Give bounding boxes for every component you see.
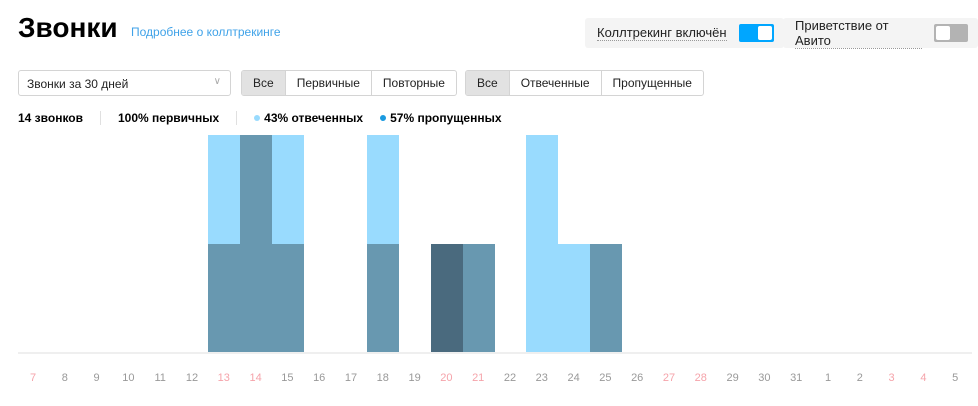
x-axis-label: 27 bbox=[662, 372, 676, 384]
bar-missed[interactable] bbox=[367, 243, 400, 352]
divider bbox=[100, 111, 101, 125]
x-axis-label: 18 bbox=[376, 372, 389, 384]
period-select[interactable]: Звонки за 30 дней ∨ bbox=[18, 70, 231, 96]
x-axis-label: 8 bbox=[61, 372, 68, 384]
chevron-down-icon: ∨ bbox=[213, 76, 221, 87]
x-axis-label: 3 bbox=[888, 372, 895, 384]
x-axis-label: 13 bbox=[217, 372, 230, 384]
filter-type-all[interactable]: Все bbox=[242, 71, 286, 95]
divider bbox=[236, 111, 238, 125]
stat-answered: 43% отвеченных bbox=[264, 111, 364, 125]
x-axis-label: 26 bbox=[631, 372, 644, 384]
greeting-toggle-switch[interactable] bbox=[934, 24, 968, 42]
x-axis-label: 20 bbox=[440, 372, 453, 384]
answered-legend-dot-icon bbox=[254, 115, 261, 121]
stats-bar: 14 звонков 100% первичных 43% отвеченных… bbox=[18, 111, 502, 125]
call-type-filter: Все Первичные Повторные bbox=[241, 70, 457, 96]
bar-missed[interactable] bbox=[208, 243, 241, 352]
x-axis-label: 9 bbox=[93, 372, 100, 384]
bar-missed[interactable] bbox=[590, 243, 622, 352]
x-axis-label: 15 bbox=[281, 372, 294, 384]
x-axis-label: 23 bbox=[535, 372, 548, 384]
toggle-knob bbox=[936, 26, 951, 40]
bar-missed[interactable] bbox=[272, 243, 304, 352]
calltracking-toggle-switch[interactable] bbox=[738, 24, 774, 42]
x-axis-label: 28 bbox=[694, 372, 707, 384]
x-axis-label: 24 bbox=[567, 372, 580, 384]
toggle-knob bbox=[757, 26, 772, 40]
calltracking-toggle-box[interactable]: Коллтрекинг включён bbox=[585, 18, 784, 48]
bar-answered[interactable] bbox=[367, 135, 400, 244]
greeting-toggle-label: Приветствие от Авито bbox=[795, 18, 923, 49]
x-axis-label: 4 bbox=[920, 372, 927, 384]
x-axis-label: 17 bbox=[344, 372, 358, 384]
x-axis-label: 10 bbox=[122, 372, 135, 384]
x-axis-label: 7 bbox=[29, 372, 37, 384]
x-axis-label: 22 bbox=[503, 372, 517, 384]
missed-legend-dot-icon bbox=[380, 115, 387, 121]
calltracking-info-link[interactable]: Подробнее о коллтрекинге bbox=[131, 25, 281, 39]
filter-status-all[interactable]: Все bbox=[466, 71, 510, 95]
bar-answered[interactable] bbox=[558, 243, 590, 352]
x-axis-label: 19 bbox=[408, 372, 421, 384]
x-axis-label: 5 bbox=[952, 372, 959, 384]
call-status-filter: Все Отвеченные Пропущенные bbox=[465, 70, 704, 96]
x-axis-label: 31 bbox=[790, 372, 803, 384]
page-title: Звонки bbox=[18, 12, 118, 43]
bar-missed[interactable] bbox=[462, 243, 495, 352]
x-axis-label: 25 bbox=[599, 372, 612, 384]
stat-primary: 100% первичных bbox=[118, 111, 220, 125]
x-axis-label: 30 bbox=[758, 372, 771, 384]
chart-baseline bbox=[18, 352, 972, 354]
x-axis-label: 2 bbox=[856, 372, 863, 384]
stat-missed: 57% пропущенных bbox=[390, 111, 502, 125]
x-axis-label: 16 bbox=[313, 372, 326, 384]
x-axis-label: 14 bbox=[249, 372, 262, 384]
x-axis-label: 29 bbox=[726, 372, 739, 384]
bar-missed[interactable] bbox=[240, 135, 272, 352]
x-axis-label: 21 bbox=[472, 372, 485, 384]
x-axis-label: 11 bbox=[154, 372, 166, 384]
filter-status-answered[interactable]: Отвеченные bbox=[510, 71, 602, 95]
bar-answered[interactable] bbox=[208, 135, 241, 244]
bar-answered[interactable] bbox=[526, 135, 559, 352]
greeting-toggle-box[interactable]: Приветствие от Авито bbox=[783, 18, 978, 49]
filter-type-primary[interactable]: Первичные bbox=[286, 71, 372, 95]
filter-type-repeat[interactable]: Повторные bbox=[382, 76, 445, 90]
x-axis-label: 1 bbox=[824, 372, 832, 384]
x-axis-label: 12 bbox=[185, 372, 199, 384]
period-select-value: Звонки за 30 дней bbox=[27, 77, 129, 91]
stat-total: 14 звонков bbox=[18, 111, 83, 125]
filter-status-missed[interactable]: Пропущенные bbox=[612, 76, 692, 90]
bar-missed[interactable] bbox=[431, 243, 463, 352]
bar-answered[interactable] bbox=[272, 135, 304, 244]
calltracking-toggle-label: Коллтрекинг включён bbox=[597, 25, 727, 41]
